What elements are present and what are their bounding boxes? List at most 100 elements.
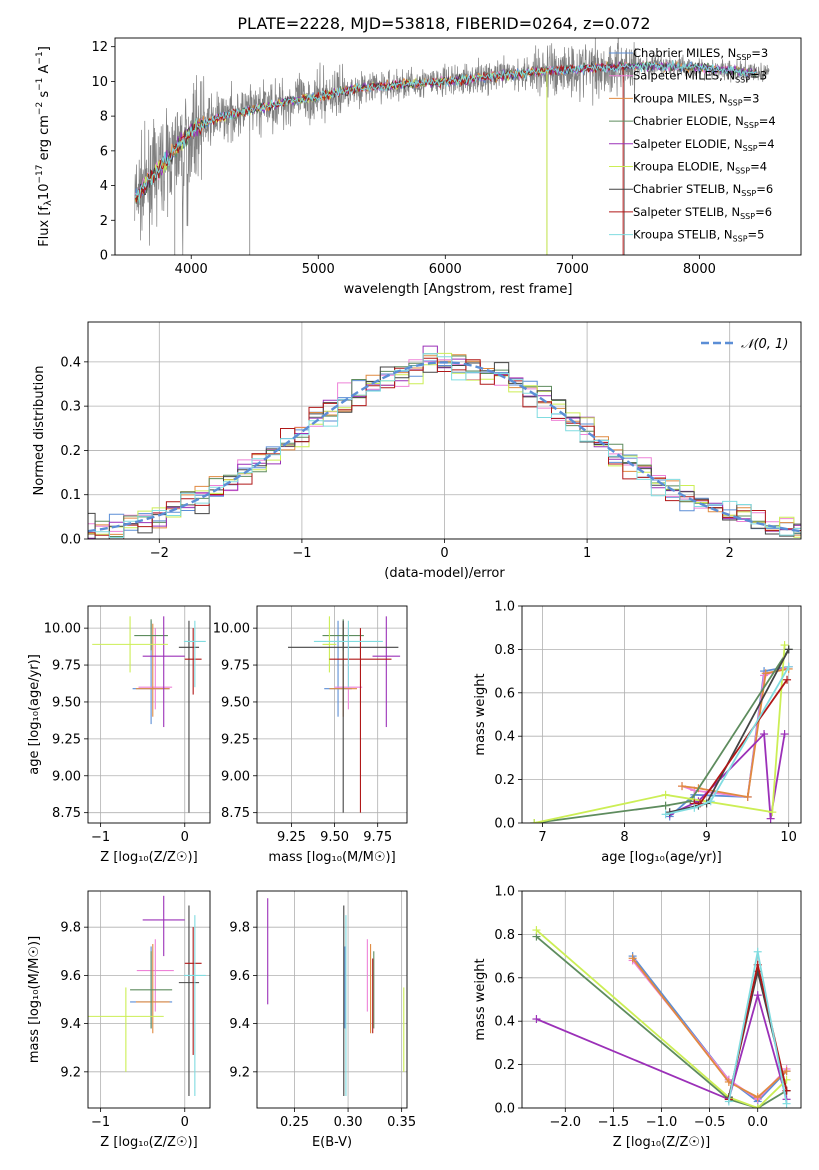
legend-label: Chabrier STELIB, NSSP=6 <box>633 182 773 198</box>
y-tick-label: 0.4 <box>494 730 515 745</box>
y-axis-label: Normed distribution <box>32 366 47 496</box>
y-tick-label: 1.0 <box>494 885 515 900</box>
legend-item-1: Chabrier MILES, NSSP=3 <box>609 46 768 62</box>
y-axis-label: mass weight <box>473 673 488 755</box>
y-tick-label: 0.6 <box>494 971 515 986</box>
axes-frame <box>256 605 408 824</box>
x-tick-label: 1 <box>583 546 591 561</box>
errorbar-7 <box>178 620 200 813</box>
x-tick-label: 0.0 <box>747 1115 768 1130</box>
errorbar-5 <box>142 895 185 957</box>
x-tick-label: 8000 <box>683 262 716 277</box>
y-tick-label: 8.75 <box>52 806 81 821</box>
errorbar-6 <box>322 616 337 673</box>
weight-marker <box>780 641 789 650</box>
legend-model-name: Chabrier STELIB <box>633 182 725 196</box>
y-axis-label: mass [log₁₀(M/M☉)] <box>27 936 42 1063</box>
legend-label: Salpeter MILES, NSSP=3 <box>633 69 767 85</box>
y-tick-label: 0.0 <box>494 817 515 832</box>
legend-model-name: Salpeter MILES <box>633 69 719 83</box>
histogram-2 <box>88 359 801 532</box>
weight-line <box>631 955 788 1103</box>
weight-marker <box>532 926 541 935</box>
y-tick-label: 9.2 <box>229 1065 250 1080</box>
plot-area <box>88 606 210 823</box>
legend-nssp-value: =3 <box>750 69 767 83</box>
legend-label: Kroupa MILES, NSSP=3 <box>633 91 760 107</box>
weight-marker <box>768 808 777 817</box>
weight-marker <box>753 1104 762 1108</box>
legend-model-name: Salpeter STELIB <box>633 205 724 219</box>
y-tick-label: 0.2 <box>494 773 515 788</box>
normal-pdf-line <box>88 361 801 533</box>
x-tick-label: −1.5 <box>598 1115 630 1130</box>
y-tick-label: 9.00 <box>52 769 81 784</box>
x-tick-label: −2.0 <box>550 1115 582 1130</box>
observed-spectrum-line <box>134 38 770 255</box>
x-tick-label: 9 <box>702 830 710 845</box>
panel-mass_vs_Z: −1 0 9.2 9.4 9.6 9.8 Z [log₁₀(Z/Z☉)] mass [log₁… <box>27 890 211 1150</box>
y-tick-label: 10.00 <box>213 622 250 637</box>
weight-marker <box>661 810 670 819</box>
plot-area <box>134 38 770 255</box>
x-axis-label: Z [log₁₀(Z/Z☉)] <box>613 1135 710 1150</box>
weight-marker <box>743 792 752 801</box>
plot-area <box>522 891 801 1108</box>
weight-marker <box>753 947 762 956</box>
legend-nssp-prefix: , N <box>724 205 740 219</box>
y-tick-label: 0.2 <box>60 444 81 459</box>
errorbar-9 <box>183 915 206 1096</box>
legend-item-4: Chabrier ELODIE, NSSP=4 <box>609 114 776 130</box>
errorbar-8 <box>184 927 202 1055</box>
legend-item-8: Salpeter STELIB, NSSP=6 <box>609 205 772 221</box>
x-axis-label: mass [log₁₀(M/M☉)] <box>268 850 395 865</box>
plot-area <box>257 891 407 1108</box>
legend-model-name: Chabrier ELODIE <box>633 114 728 128</box>
x-tick-label: 2 <box>726 546 734 561</box>
panel-residuals: −2 −1 0 1 2 0.0 0.1 0.2 0.3 0.4 (data-model)/error… <box>32 321 802 581</box>
y-tick-label: 6 <box>100 144 108 159</box>
weight-series-9 <box>661 662 793 819</box>
panel-age_vs_mass: 9.25 9.50 9.75 8.75 9.00 9.25 9.50 9.75 10.00 mas… <box>213 605 408 865</box>
x-tick-label: −1 <box>91 830 110 845</box>
y-tick-label: 9.75 <box>52 659 81 674</box>
x-tick-label: 0 <box>181 830 189 845</box>
x-tick-label: −1.0 <box>646 1115 678 1130</box>
weight-line <box>665 666 790 816</box>
panel-age_vs_Z: −1 0 8.75 9.00 9.25 9.50 9.75 10.00 Z [log₁₀(Z/Z… <box>27 605 211 865</box>
legend-nssp-prefix: , N <box>728 114 744 128</box>
y-axis-label: age [log₁₀(age/yr)] <box>27 654 42 775</box>
legend-nssp-prefix: , N <box>725 182 741 196</box>
x-axis-label: wavelength [Angstrom, rest frame] <box>344 282 573 297</box>
errorbar-3 <box>135 944 170 1034</box>
errorbar-8 <box>329 628 392 813</box>
plot-area <box>88 322 801 539</box>
errorbar-4 <box>130 951 173 1029</box>
y-tick-label: 9.4 <box>60 1017 81 1032</box>
legend-item-5: Salpeter ELODIE, NSSP=4 <box>609 137 775 153</box>
weight-marker <box>678 782 687 791</box>
y-tick-label: 10.00 <box>44 622 81 637</box>
legend-nssp-subscript: SSP <box>740 212 755 221</box>
plot-area <box>257 606 407 823</box>
x-tick-label: −2 <box>150 546 169 561</box>
y-tick-label: 0.4 <box>60 355 81 370</box>
weight-marker <box>661 801 670 810</box>
legend-label: Salpeter ELODIE, NSSP=4 <box>633 137 775 153</box>
weight-series-9 <box>724 947 791 1108</box>
x-tick-label: −0.5 <box>694 1115 726 1130</box>
legend-nssp-value: =4 <box>759 114 776 128</box>
legend-nssp-subscript: SSP <box>736 53 751 62</box>
axes-frame <box>87 605 211 824</box>
x-tick-label: −1 <box>292 546 311 561</box>
x-tick-label: 9.50 <box>320 830 349 845</box>
axes-frame <box>87 321 802 540</box>
legend-label: 𝒩(0, 1) <box>741 337 788 352</box>
weight-marker <box>532 1015 541 1024</box>
legend-nssp-subscript: SSP <box>735 167 750 176</box>
x-tick-label: 0 <box>440 546 448 561</box>
legend-nssp-value: =4 <box>758 137 775 151</box>
legend-nssp-subscript: SSP <box>728 98 743 107</box>
